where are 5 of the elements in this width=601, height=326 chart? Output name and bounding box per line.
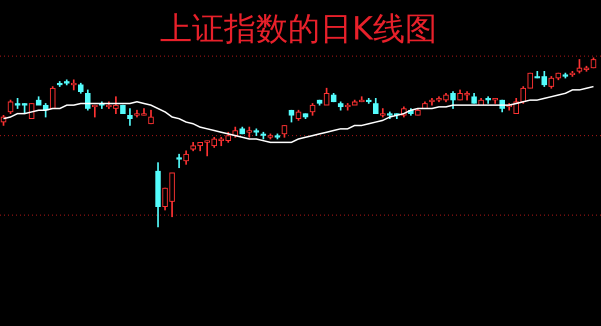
chart-title: 上证指数的日K线图: [160, 10, 437, 48]
candlestick: [141, 108, 147, 116]
candlestick: [429, 98, 435, 106]
candlestick: [127, 108, 133, 126]
candlestick: [134, 110, 140, 118]
